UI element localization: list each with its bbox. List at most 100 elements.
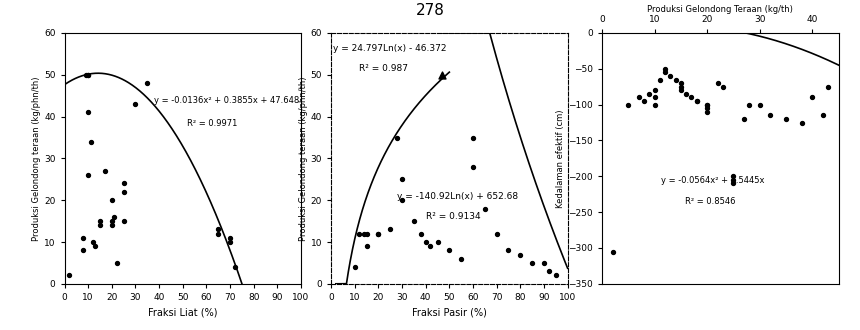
Point (79, 72, 93, 78)
Point (347, 264, 361, 270)
Point (537, 260, 551, 266)
Point (648, 88, 661, 93)
Point (816, 113, 830, 118)
Point (648, 95, 661, 100)
Point (727, 181, 740, 186)
Point (466, 164, 480, 169)
Point (700, 102, 714, 107)
Y-axis label: Produksi Gelondong teraan (kg/phn/th): Produksi Gelondong teraan (kg/phn/th) (298, 76, 308, 241)
Point (396, 177, 409, 182)
Point (353, 231, 366, 236)
Point (390, 135, 404, 140)
Point (690, 98, 703, 104)
Point (81, 110, 95, 115)
Point (658, 70, 672, 75)
Point (86, 239, 100, 245)
Point (454, 256, 468, 261)
Point (81, 72, 95, 78)
Point (478, 206, 492, 211)
Text: R² = 0.9134: R² = 0.9134 (426, 212, 481, 220)
Point (669, 77, 683, 82)
Point (358, 231, 372, 236)
Point (372, 231, 385, 236)
Point (795, 120, 808, 125)
Point (542, 269, 556, 274)
Point (105, 218, 119, 224)
Point (700, 102, 714, 107)
Point (632, 95, 646, 100)
Point (742, 102, 756, 107)
Text: R² = 0.9971: R² = 0.9971 (187, 119, 238, 128)
Point (212, 231, 225, 236)
Point (442, 248, 456, 253)
X-axis label: Fraksi Pasir (%): Fraksi Pasir (%) (412, 307, 487, 317)
Point (549, 273, 562, 278)
Point (407, 218, 421, 224)
Point (605, 249, 619, 254)
Point (93, 223, 107, 228)
X-axis label: Produksi Gelondong Teraan (kg/th): Produksi Gelondong Teraan (kg/th) (648, 5, 793, 14)
Text: y = -0.0136x² + 0.3855x + 47.648: y = -0.0136x² + 0.3855x + 47.648 (155, 96, 299, 105)
Text: y = -0.0564x² + 1.5445x: y = -0.0564x² + 1.5445x (661, 177, 765, 185)
Point (752, 102, 766, 107)
Point (525, 260, 539, 266)
Y-axis label: Produksi Gelondong teraan (kg/phn/th): Produksi Gelondong teraan (kg/phn/th) (32, 76, 41, 241)
Point (805, 95, 819, 100)
Point (674, 84, 688, 89)
Point (89, 244, 102, 249)
Point (637, 98, 651, 104)
Point (117, 189, 131, 194)
Point (105, 223, 119, 228)
Y-axis label: Kedalaman efektif (cm): Kedalaman efektif (cm) (556, 109, 565, 208)
Point (77, 235, 90, 241)
Point (466, 135, 480, 140)
Text: R² = 0.8546: R² = 0.8546 (685, 197, 735, 206)
Point (727, 177, 740, 182)
Point (501, 248, 515, 253)
Point (105, 198, 119, 203)
Point (764, 113, 777, 118)
Point (98, 168, 112, 174)
Point (108, 214, 121, 219)
Point (727, 174, 740, 179)
Text: y = -140.92Ln(x) + 652.68: y = -140.92Ln(x) + 652.68 (397, 191, 519, 201)
Point (658, 66, 672, 72)
Point (224, 235, 237, 241)
Point (663, 73, 677, 79)
Point (117, 218, 131, 224)
Point (690, 98, 703, 104)
Point (716, 84, 730, 89)
Point (674, 88, 688, 93)
Text: 278: 278 (415, 3, 445, 18)
Point (779, 116, 793, 122)
Point (83, 139, 97, 144)
Point (674, 81, 688, 86)
Point (77, 248, 90, 253)
Point (140, 81, 154, 86)
Point (648, 102, 661, 107)
Point (63, 273, 76, 278)
Point (81, 72, 95, 78)
Point (224, 239, 237, 245)
Point (685, 95, 698, 100)
Point (700, 106, 714, 111)
Point (642, 91, 656, 97)
Point (93, 218, 107, 224)
Point (228, 264, 242, 270)
Point (622, 102, 636, 107)
Point (415, 231, 428, 236)
Point (710, 81, 724, 86)
Point (419, 239, 433, 245)
Point (679, 91, 693, 97)
Point (490, 231, 504, 236)
Point (117, 181, 131, 186)
Point (821, 84, 835, 89)
Point (396, 198, 409, 203)
Point (435, 72, 449, 78)
Point (359, 244, 373, 249)
Point (653, 77, 666, 82)
Point (513, 252, 527, 257)
Point (384, 227, 397, 232)
Point (110, 260, 124, 266)
Text: y = 24.797Ln(x) - 46.372: y = 24.797Ln(x) - 46.372 (334, 44, 447, 52)
